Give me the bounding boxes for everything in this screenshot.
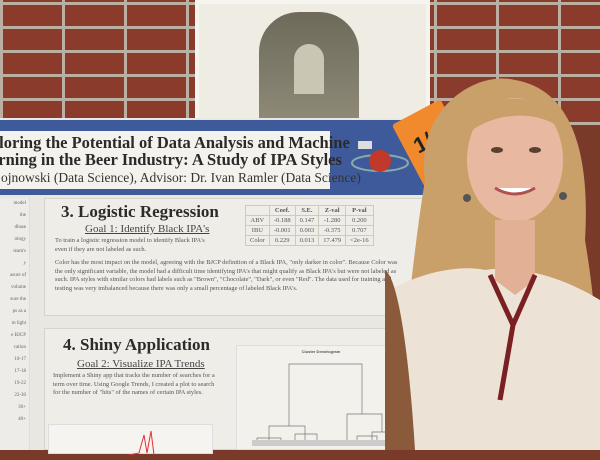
table-cell: 0.013	[294, 235, 320, 246]
left-column-text: dbase	[14, 225, 26, 230]
framed-picture	[195, 0, 430, 122]
person-photo	[385, 78, 600, 450]
dendrogram-lines	[252, 363, 402, 446]
table-cell: 0.200	[345, 215, 374, 226]
left-column-text: model	[13, 201, 27, 206]
left-column-text: 22-30	[14, 393, 26, 398]
poster-left-column: model the dbase ology team's y asure of volume s…	[0, 198, 30, 450]
table-header	[245, 205, 270, 216]
left-column-text: team's	[13, 249, 26, 254]
goal-label: Goal 2: Visualize IPA Trends	[77, 358, 205, 370]
left-column-text: cation	[13, 345, 26, 350]
left-column-text: volume	[11, 285, 26, 290]
section-heading: 3. Logistic Regression	[61, 202, 219, 221]
table-header: S.E.	[294, 205, 320, 216]
logistic-regression-section: 3. Logistic Regression Goal 1: Identify …	[44, 198, 432, 316]
table-cell: -0.188	[268, 215, 296, 226]
table-row: IBU -0.001 0.003 -0.375 0.707	[245, 225, 374, 236]
table-cell: 0.229	[268, 235, 296, 246]
left-column-text: 30+	[18, 405, 26, 410]
table-header: Coef.	[268, 205, 296, 216]
trend-spike-line	[128, 430, 155, 456]
table-cell: -0.001	[268, 225, 296, 236]
left-column-text: 10-17	[14, 357, 26, 362]
table-header: P-val	[345, 205, 374, 216]
intro-text: To train a logistic regression model to …	[55, 237, 205, 253]
left-column-text: the	[19, 213, 26, 218]
poster-title-box: ploring the Potential of Data Analysis a…	[0, 131, 361, 189]
table-cell: 17.479	[318, 235, 347, 246]
body-text: Implement a Shiny app that tracks the nu…	[53, 372, 215, 396]
table-cell: 0.003	[294, 225, 320, 236]
coefficients-table: Coef. S.E. Z-val P-val ABV -0.188 0.147 -1.280 0…	[245, 205, 374, 246]
planet-logo-icon	[351, 141, 409, 172]
table-row: ABV -0.188 0.147 -1.280 0.200	[245, 215, 374, 226]
table-cell: 0.707	[345, 225, 374, 236]
table-row: Color 0.229 0.013 17.479 <2e-16	[245, 235, 374, 246]
poster-title-line1: ploring the Potential of Data Analysis a…	[0, 133, 350, 152]
table-cell: Color	[245, 235, 270, 246]
left-column-text: asure of	[10, 273, 26, 278]
poster-title-line2: arning in the Beer Industry: A Study of …	[0, 150, 342, 169]
table-header: Z-val	[318, 205, 347, 216]
left-column-text: y	[23, 261, 27, 266]
cluster-dendrogram: Cluster Dendrogram	[236, 345, 406, 450]
left-column-text: 19-22	[14, 381, 26, 386]
trends-plot	[48, 424, 213, 456]
section-heading: 4. Shiny Application	[63, 335, 210, 354]
dendrogram-title: Cluster Dendrogram	[301, 349, 341, 354]
table-cell: 0.147	[294, 215, 320, 226]
left-column-text: 17-18	[14, 369, 26, 374]
left-column-text: ology	[14, 237, 26, 242]
body-text: Color has the most impact on the model, …	[55, 259, 398, 292]
left-column-text: sure the	[10, 297, 26, 302]
goal-label: Goal 1: Identify Black IPA's	[85, 223, 210, 235]
left-column-text: ps as a	[12, 309, 26, 314]
table-header-row: Coef. S.E. Z-val P-val	[245, 205, 374, 216]
table-cell: IBU	[245, 225, 270, 236]
left-column-text: e BJCP	[11, 333, 26, 338]
left-column-text: m light	[11, 321, 26, 326]
table-cell: -0.375	[318, 225, 347, 236]
left-column-text: 40+	[18, 417, 26, 422]
table-cell: -1.280	[318, 215, 347, 226]
table-cell: <2e-16	[345, 235, 374, 246]
poster-authors: ojnowski (Data Science), Advisor: Dr. Iv…	[1, 170, 361, 185]
table-cell: ABV	[245, 215, 270, 226]
